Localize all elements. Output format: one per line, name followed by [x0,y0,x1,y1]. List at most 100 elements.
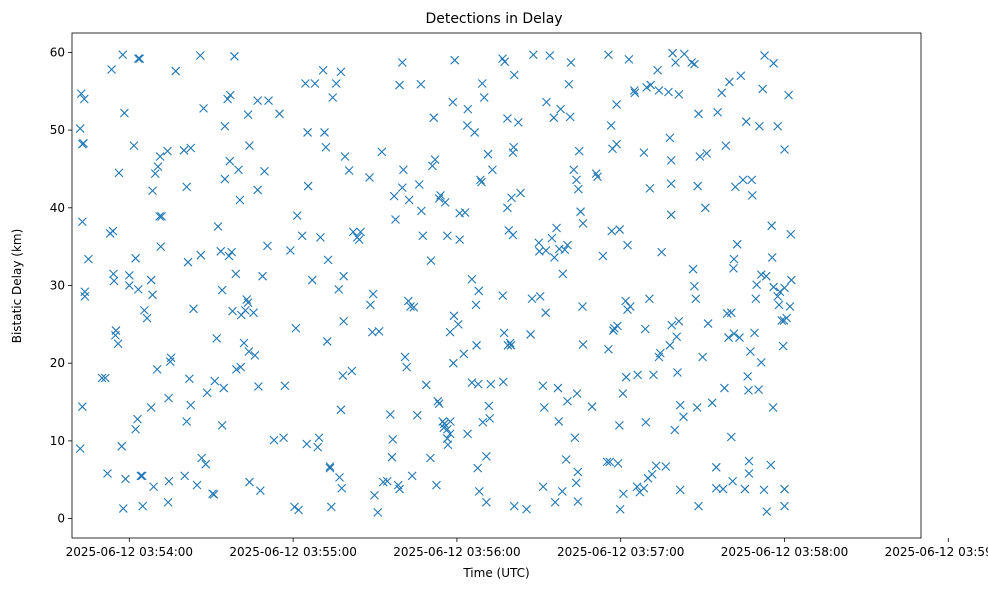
data-point [400,352,410,362]
data-point [217,285,227,295]
data-point [292,211,302,220]
data-point [328,93,338,102]
data-point [561,455,571,464]
data-point [336,405,346,415]
data-point [522,504,531,514]
data-point [482,452,491,461]
data-point [224,251,234,261]
data-point [647,469,657,479]
data-point [473,379,483,389]
data-point [434,194,444,203]
data-point [565,112,575,122]
data-point [445,327,455,337]
data-point [114,168,124,178]
data-point [693,181,703,191]
data-point [558,269,568,279]
data-point [509,501,519,511]
data-point [538,482,548,492]
data-point [729,254,739,264]
data-point [782,313,792,323]
y-tick-label: 10 [50,434,65,448]
data-point [738,175,748,185]
data-point [467,378,477,388]
data-point [354,235,364,245]
data-point [615,225,625,234]
data-point [674,89,684,99]
data-point [397,183,407,192]
data-point [612,100,622,109]
data-point [426,256,436,266]
data-point [209,490,219,499]
data-point [301,79,310,88]
data-point [668,48,677,58]
data-point [269,435,279,445]
data-point [671,58,680,67]
data-point [103,469,112,478]
data-point [474,486,484,496]
data-point [155,211,165,221]
data-point [569,165,579,175]
data-point [661,462,671,471]
y-axis: 0 10 20 30 40 50 60 [50,45,72,526]
data-point [313,442,323,452]
y-tick-label: 50 [50,123,65,137]
data-point [240,305,250,315]
data-point [718,484,728,494]
data-point [615,504,625,514]
data-point [665,133,675,143]
data-point [445,417,455,426]
data-point [199,103,208,113]
data-point [148,290,157,300]
data-point [640,324,650,334]
data-point [245,141,254,151]
data-point [120,108,129,118]
data-point [744,385,753,395]
data-point [488,165,497,175]
data-point [675,400,685,410]
data-point [766,460,776,470]
data-point [97,373,107,383]
data-point [197,453,207,463]
data-point [780,484,789,494]
data-point [111,326,121,335]
data-point [572,389,582,398]
data-point [121,474,130,484]
data-point [750,328,759,338]
data-point [625,302,635,311]
data-point [644,294,654,304]
data-point [541,308,551,318]
data-point [691,294,701,304]
data-point [382,476,392,486]
data-point [566,58,576,67]
data-point [253,185,263,195]
data-point [325,463,335,473]
data-point [149,482,159,492]
x-tick-label: 2025-06-12 03:56:00 [393,545,520,559]
data-point [163,146,172,156]
data-point [336,67,346,77]
data-point [421,380,431,390]
data-point [254,382,263,391]
data-point [113,339,123,349]
y-tick-label: 40 [50,201,65,215]
data-point [321,142,331,152]
data-point [717,88,727,98]
data-point [672,332,682,342]
data-point [448,358,458,368]
data-point [219,383,229,393]
data-point [303,128,312,137]
data-point [374,326,384,336]
data-point [243,110,253,119]
data-point [692,403,702,412]
data-point [485,413,495,423]
data-point [192,480,202,490]
data-point [549,113,559,123]
data-point [182,417,192,426]
data-point [131,424,140,434]
data-point [302,439,312,449]
data-point [573,467,583,477]
data-point [755,121,764,131]
data-point [484,401,494,411]
data-point [674,316,684,326]
data-point [427,161,437,171]
